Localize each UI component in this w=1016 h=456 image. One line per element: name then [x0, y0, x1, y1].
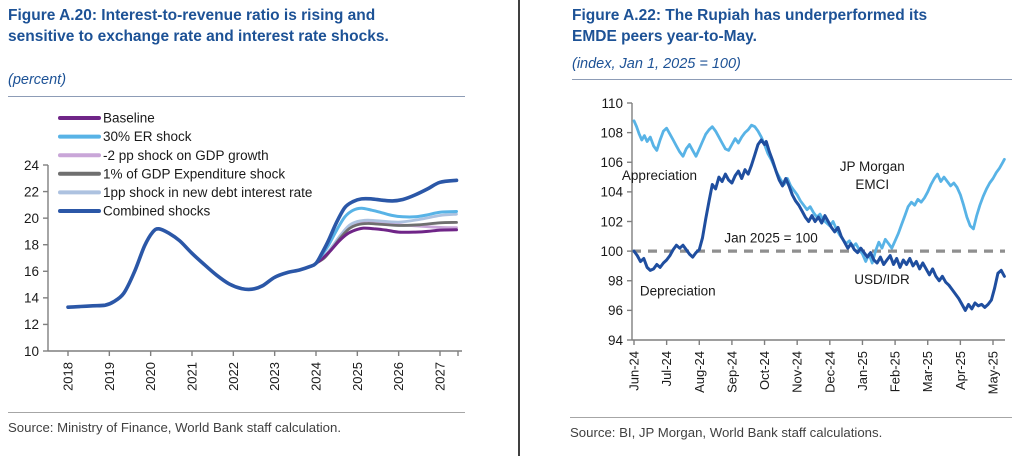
chart-annotation: USD/IDR — [854, 272, 910, 287]
x-axis-tick-label: 2022 — [226, 362, 241, 391]
y-axis-tick-label: 18 — [24, 238, 39, 253]
y-axis-tick-label: 22 — [24, 184, 39, 199]
y-axis-tick-label: 106 — [600, 155, 623, 170]
series-line-jp-morgan-emci — [632, 119, 1006, 265]
x-axis-tick-label: Sep-24 — [724, 351, 739, 393]
legend-label: -2 pp shock on GDP growth — [103, 148, 269, 163]
legend-label: 30% ER shock — [103, 129, 192, 144]
y-axis-tick-label: 14 — [24, 291, 40, 306]
x-axis-tick-label: May-25 — [986, 351, 1001, 394]
legend-label: 1% of GDP Expenditure shock — [103, 166, 285, 181]
chart-annotation: Jan 2025 = 100 — [724, 230, 817, 245]
figure-a22-source: Source: BI, JP Morgan, World Bank staff … — [570, 417, 1012, 440]
figure-a22-title-rule — [572, 79, 1012, 80]
x-axis-tick-label: 2023 — [267, 362, 282, 391]
figure-a20-source: Source: Ministry of Finance, World Bank … — [8, 412, 465, 435]
x-axis-tick-label: 2020 — [143, 362, 158, 391]
legend-label: Combined shocks — [103, 204, 211, 219]
x-axis-tick-label: Jan-25 — [855, 351, 870, 391]
x-axis-tick-label: 2025 — [350, 362, 365, 391]
series-line-baseline — [314, 226, 458, 265]
series-line-usd-idr — [632, 138, 1006, 312]
x-axis-tick-label: Apr-25 — [953, 351, 968, 390]
rupiah-emci-chart: 94 96 98 100 102 104 106 108 110 Jun-24 Jul-24 Aug-… — [600, 96, 1006, 394]
figure-a20-title: Figure A.20: Interest-to-revenue ratio i… — [8, 7, 389, 45]
y-axis-tick-label: 102 — [600, 214, 623, 229]
y-axis-tick-label: 104 — [600, 185, 623, 200]
y-axis-tick-label: 16 — [24, 264, 39, 279]
x-axis-tick-label: 2021 — [185, 362, 200, 391]
y-axis-tick-label: 98 — [608, 274, 623, 289]
x-axis-tick-label: Aug-24 — [692, 351, 707, 393]
y-axis-tick-label: 110 — [601, 96, 623, 111]
chart-annotation: Appreciation — [622, 168, 697, 183]
legend-label: Baseline — [103, 111, 155, 126]
x-axis-tick-label: 2018 — [61, 362, 76, 391]
series-line-30-er-shock — [314, 206, 458, 265]
y-axis-tick-label: 96 — [608, 303, 623, 318]
x-axis-tick-label: 2026 — [391, 362, 406, 391]
y-axis-tick-label: 100 — [600, 244, 623, 259]
figure-a20-units: (percent) — [8, 72, 67, 88]
x-axis-tick-label: 2019 — [102, 362, 117, 391]
y-axis-tick-label: 12 — [24, 317, 39, 332]
x-axis-tick-label: Jul-24 — [659, 351, 674, 386]
y-axis-tick-label: 20 — [24, 211, 39, 226]
x-axis-tick-label: Oct-24 — [757, 351, 772, 390]
y-axis-tick-label: 24 — [24, 158, 40, 173]
x-axis-tick-label: 2027 — [433, 362, 448, 391]
y-axis-tick-label: 108 — [600, 125, 623, 140]
x-axis-tick-label: Feb-25 — [888, 351, 903, 392]
legend-label: 1pp shock in new debt interest rate — [103, 185, 312, 200]
x-axis-tick-label: Jun-24 — [627, 351, 642, 391]
y-axis-tick-label: 10 — [24, 344, 39, 359]
x-axis-tick-label: Mar-25 — [920, 351, 935, 392]
y-axis-tick-label: 94 — [608, 333, 624, 348]
figure-a22-title: Figure A.22: The Rupiah has underperform… — [572, 7, 928, 45]
x-axis-tick-label: 2024 — [309, 362, 324, 391]
figure-a22-units: (index, Jan 1, 2025 = 100) — [572, 56, 741, 72]
series-line-combined-shocks — [66, 178, 459, 309]
panel-divider — [518, 0, 520, 456]
x-axis-tick-label: Nov-24 — [790, 351, 805, 393]
x-axis-tick-label: Dec-24 — [822, 351, 837, 393]
chart-annotation: Depreciation — [640, 284, 716, 299]
figure-a20-title-rule — [8, 96, 465, 97]
chart-annotation: JP Morgan EMCI — [840, 159, 905, 192]
